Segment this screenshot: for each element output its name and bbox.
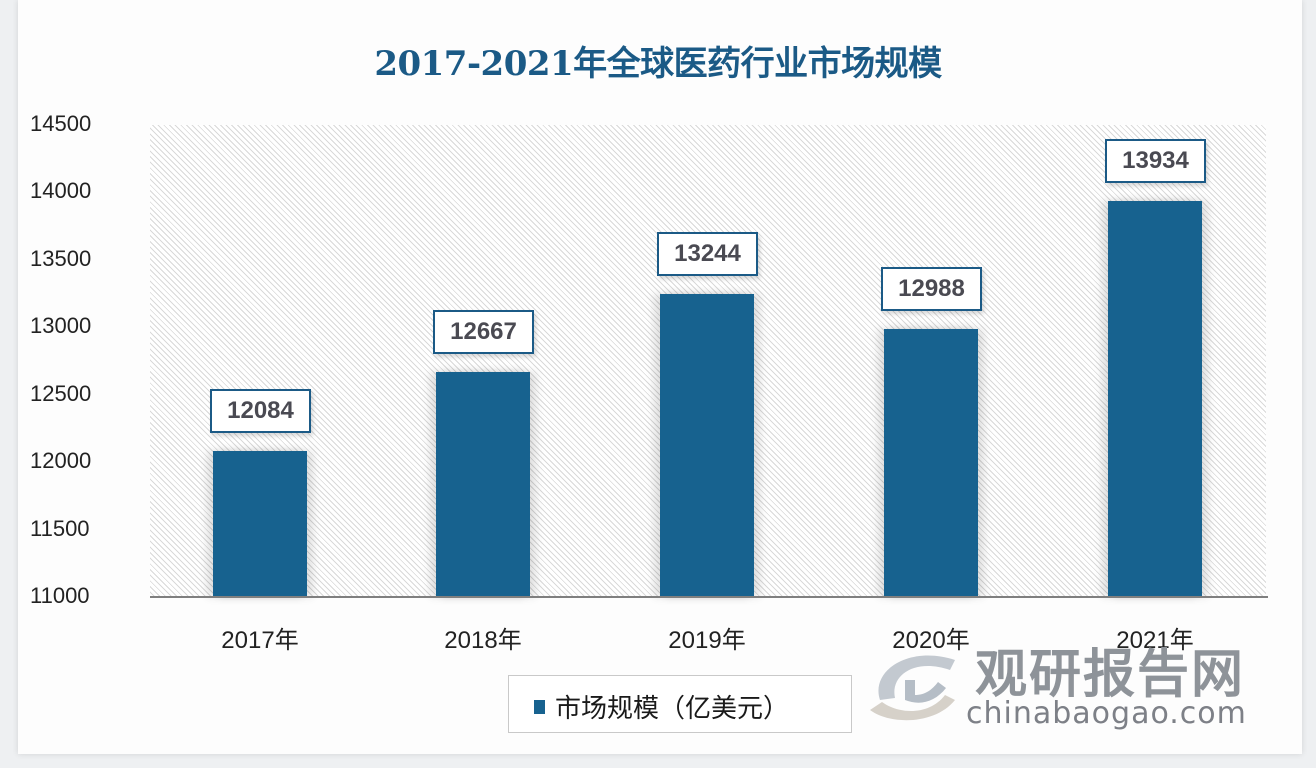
bar-2019年: [660, 294, 754, 597]
y-tick-label: 12000: [30, 448, 148, 474]
bar-2017年: [213, 451, 307, 597]
bar-2020年: [884, 329, 978, 597]
x-tick-label: 2018年: [413, 620, 553, 655]
data-label: 12084: [210, 389, 311, 433]
data-label: 12988: [881, 267, 982, 311]
bar-2018年: [436, 372, 530, 597]
watermark-text-en: chinabaogao.com: [966, 696, 1247, 731]
data-label: 13244: [657, 232, 758, 276]
y-tick-label: 13500: [30, 246, 148, 272]
y-tick-label: 14500: [30, 111, 148, 137]
x-axis-line: [150, 596, 1268, 598]
legend-swatch: [534, 700, 545, 714]
y-tick-label: 11000: [30, 583, 148, 609]
y-tick-label: 11500: [30, 516, 148, 542]
bar-2021年: [1108, 201, 1202, 597]
x-tick-label: 2017年: [190, 620, 330, 655]
y-tick-label: 14000: [30, 178, 148, 204]
data-label: 12667: [433, 310, 534, 354]
legend: 市场规模（亿美元）: [508, 675, 852, 733]
data-label: 13934: [1105, 139, 1206, 183]
y-tick-label: 12500: [30, 381, 148, 407]
watermark-logo-icon: [860, 640, 970, 730]
chart-title: 2017-2021年全球医药行业市场规模: [0, 36, 1316, 85]
y-tick-label: 13000: [30, 313, 148, 339]
legend-label: 市场规模（亿美元）: [555, 688, 789, 725]
x-tick-label: 2019年: [637, 620, 777, 655]
